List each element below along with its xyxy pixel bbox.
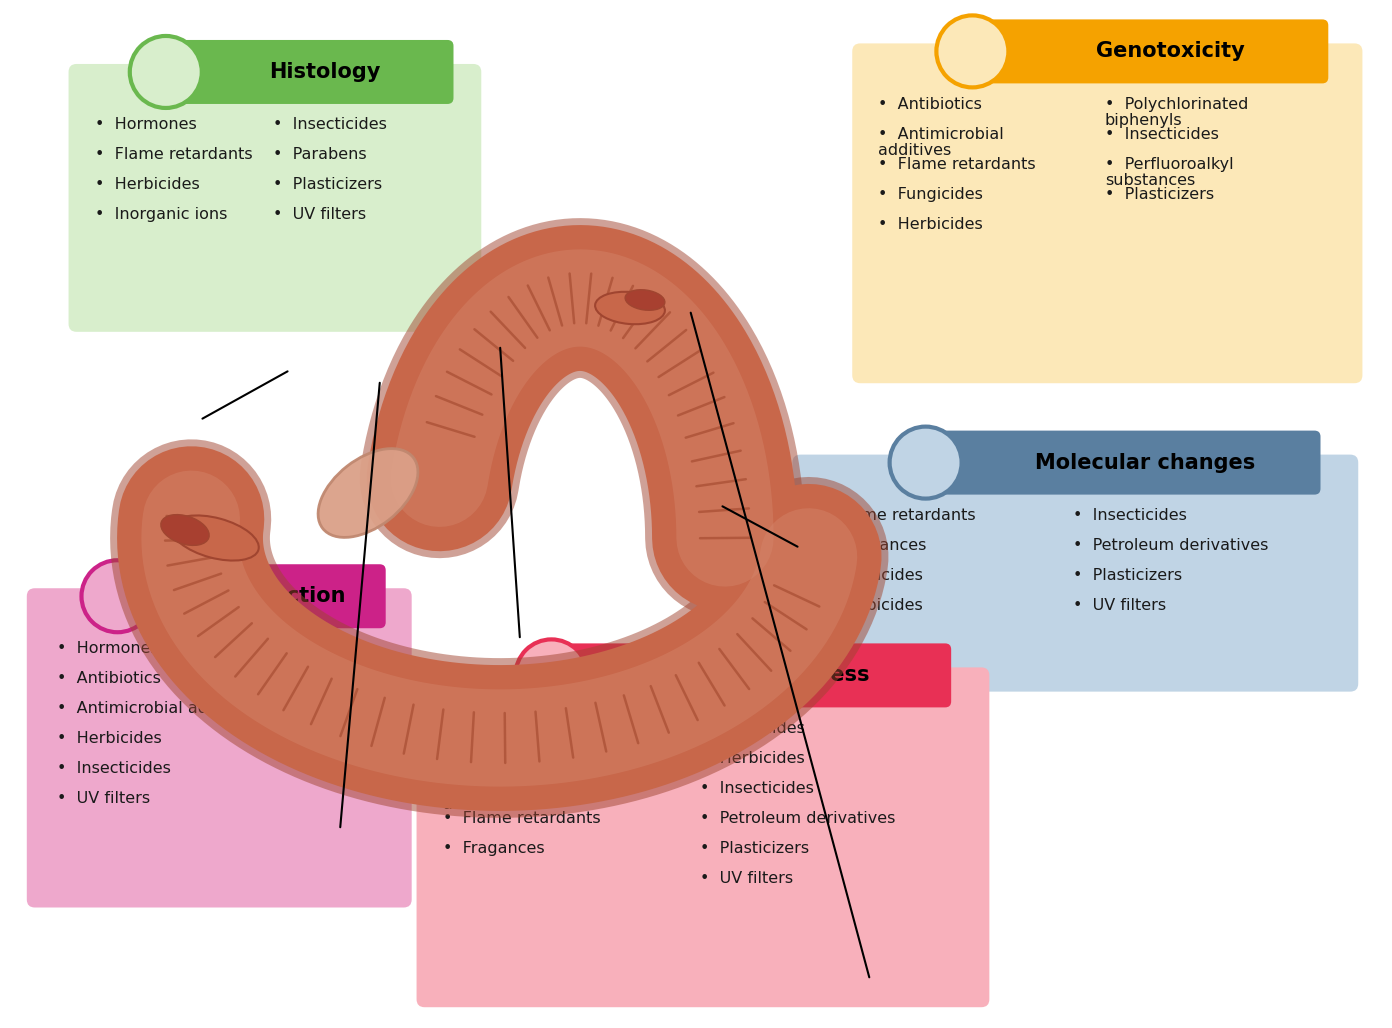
- Text: •  Herbicides: • Herbicides: [878, 217, 983, 231]
- Text: •  Flame retardants: • Flame retardants: [878, 156, 1036, 172]
- Circle shape: [129, 36, 202, 108]
- FancyBboxPatch shape: [924, 431, 1321, 494]
- Text: •  UV filters: • UV filters: [1073, 598, 1165, 613]
- Text: Oxidative stress: Oxidative stress: [678, 665, 870, 686]
- Text: •  Flame retardants: • Flame retardants: [818, 508, 976, 523]
- Circle shape: [937, 15, 1008, 87]
- Text: •  Petroleum derivatives: • Petroleum derivatives: [700, 811, 895, 825]
- Text: •  Antimicrobial
additives: • Antimicrobial additives: [878, 126, 1004, 158]
- Text: •  Insecticides: • Insecticides: [700, 780, 814, 796]
- Text: •  Fungicides: • Fungicides: [818, 567, 923, 583]
- Text: •  Herbicides: • Herbicides: [95, 177, 199, 192]
- Text: •  Perfluoroalkyl
substances: • Perfluoroalkyl substances: [1105, 156, 1233, 188]
- Text: Genotoxicity: Genotoxicity: [1096, 41, 1244, 62]
- Text: Molecular changes: Molecular changes: [1036, 452, 1256, 473]
- Text: •  UV filters: • UV filters: [273, 208, 366, 222]
- Text: •  UV filters: • UV filters: [57, 792, 150, 806]
- Text: •  Antibiotics: • Antibiotics: [57, 671, 160, 687]
- Text: •  Antibiotics: • Antibiotics: [878, 97, 983, 112]
- Circle shape: [515, 639, 587, 711]
- Text: •  Antimicrobial
additives: • Antimicrobial additives: [443, 780, 568, 812]
- Circle shape: [889, 427, 962, 499]
- FancyBboxPatch shape: [68, 64, 482, 332]
- Text: •  Plasticizers: • Plasticizers: [1105, 187, 1214, 201]
- Text: •  Herbicides: • Herbicides: [57, 732, 161, 746]
- FancyBboxPatch shape: [792, 454, 1359, 692]
- Text: •  Insecticides: • Insecticides: [1105, 126, 1219, 142]
- FancyBboxPatch shape: [116, 564, 386, 628]
- Ellipse shape: [161, 515, 209, 546]
- Text: •  Hormones: • Hormones: [95, 117, 196, 133]
- Text: •  Hormones: • Hormones: [57, 641, 159, 657]
- Text: •  Petroleum derivatives: • Petroleum derivatives: [1073, 538, 1268, 553]
- Text: •  Fragrances: • Fragrances: [818, 538, 927, 553]
- Text: •  Plasticizers: • Plasticizers: [1073, 567, 1182, 583]
- FancyBboxPatch shape: [416, 667, 990, 1007]
- Text: •  Herbicides: • Herbicides: [700, 750, 805, 766]
- Text: •  Antimicrobial additives: • Antimicrobial additives: [57, 701, 260, 717]
- Text: •  UV filters: • UV filters: [700, 871, 793, 885]
- FancyBboxPatch shape: [164, 40, 454, 104]
- FancyBboxPatch shape: [26, 588, 412, 908]
- Text: Histology: Histology: [270, 62, 381, 82]
- Text: •  Hormones: • Hormones: [443, 721, 544, 736]
- Text: •  Insecticides: • Insecticides: [1073, 508, 1186, 523]
- FancyBboxPatch shape: [852, 43, 1363, 383]
- Text: •  Inorganic ions: • Inorganic ions: [95, 208, 227, 222]
- Ellipse shape: [171, 515, 259, 560]
- Text: •  Plasticizers: • Plasticizers: [273, 177, 381, 192]
- Text: •  Fungicides: • Fungicides: [878, 187, 983, 201]
- Text: •  Parabens: • Parabens: [273, 147, 366, 162]
- Circle shape: [82, 560, 153, 632]
- Ellipse shape: [596, 292, 665, 324]
- Text: •  Flame retardants: • Flame retardants: [443, 811, 600, 825]
- Text: Reproduction: Reproduction: [187, 586, 345, 607]
- Text: •  Flame retardants: • Flame retardants: [95, 147, 252, 162]
- Text: •  Herbicides: • Herbicides: [818, 598, 923, 613]
- Ellipse shape: [625, 290, 665, 310]
- FancyBboxPatch shape: [970, 20, 1328, 83]
- Text: •  Insecticides: • Insecticides: [57, 762, 171, 776]
- Text: •  Fungicides: • Fungicides: [700, 721, 805, 736]
- FancyBboxPatch shape: [550, 644, 951, 707]
- Text: •  Polychlorinated
biphenyls: • Polychlorinated biphenyls: [1105, 97, 1249, 127]
- Ellipse shape: [319, 448, 418, 538]
- Text: •  Fragances: • Fragances: [443, 841, 544, 855]
- Text: •  Antibiotics: • Antibiotics: [443, 750, 547, 766]
- Text: •  Plasticizers: • Plasticizers: [700, 841, 809, 855]
- Text: •  Insecticides: • Insecticides: [273, 117, 387, 133]
